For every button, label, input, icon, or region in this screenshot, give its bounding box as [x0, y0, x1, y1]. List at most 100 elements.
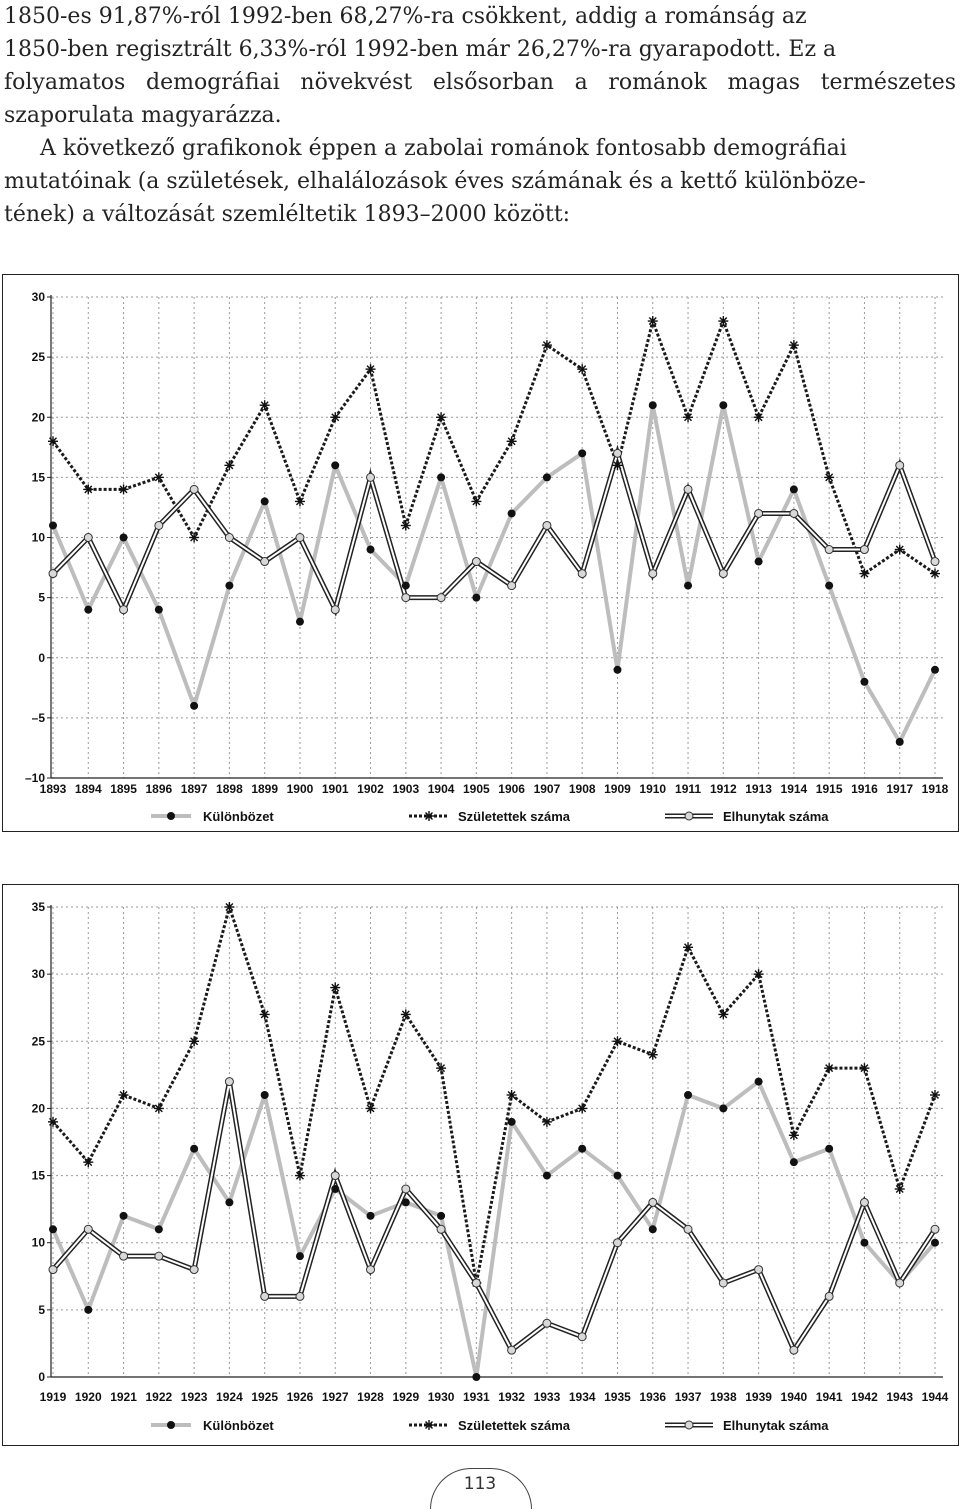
x-tick-label: 1942	[851, 1390, 878, 1404]
point-szuletettek	[259, 1009, 270, 1020]
y-tick-label: 35	[32, 900, 46, 914]
point-elhunytak	[83, 533, 93, 542]
point-elhunytak	[859, 1197, 869, 1207]
point-kulonbozet	[931, 1238, 939, 1247]
point-szuletettek	[577, 364, 588, 375]
point-elhunytak	[224, 1077, 234, 1087]
point-szuletettek	[118, 484, 129, 495]
point-elhunytak	[189, 1265, 199, 1275]
y-tick-label: 5	[38, 591, 45, 605]
point-kulonbozet	[472, 1373, 481, 1381]
point-kulonbozet	[895, 737, 904, 746]
point-kulonbozet	[578, 449, 587, 458]
point-elhunytak	[471, 1278, 481, 1288]
legend-marker-kulonbozet	[167, 812, 175, 820]
point-kulonbozet	[366, 545, 375, 554]
point-szuletettek	[48, 436, 58, 447]
point-elhunytak	[824, 1291, 834, 1301]
point-szuletettek	[189, 1036, 200, 1047]
x-tick-label: 1930	[428, 1390, 455, 1404]
series-line-elhunytak-outer	[51, 444, 938, 617]
point-kulonbozet	[860, 677, 869, 686]
point-szuletettek	[894, 1184, 905, 1194]
x-tick-label: 1928	[357, 1390, 384, 1404]
x-tick-label: 1899	[251, 782, 278, 796]
x-tick-label: 1943	[886, 1390, 913, 1404]
point-kulonbozet	[719, 1104, 728, 1113]
point-kulonbozet	[648, 1225, 657, 1234]
x-tick-label: 1894	[75, 782, 102, 796]
point-szuletettek	[118, 1090, 129, 1100]
y-tick-label: 10	[32, 1236, 46, 1250]
x-tick-label: 1934	[569, 1390, 596, 1404]
point-elhunytak	[507, 581, 517, 591]
point-elhunytak	[83, 1224, 93, 1234]
x-tick-label: 1940	[781, 1390, 808, 1404]
point-elhunytak	[612, 1238, 622, 1248]
y-tick-label: 20	[32, 410, 46, 424]
point-szuletettek	[83, 484, 94, 495]
x-tick-label: 1908	[569, 782, 596, 796]
x-tick-label: 1921	[110, 1390, 137, 1404]
point-elhunytak	[330, 1171, 340, 1181]
legend-marker-elhunytak	[684, 1420, 694, 1430]
x-tick-label: 1932	[498, 1390, 525, 1404]
point-szuletettek	[400, 1009, 411, 1020]
point-elhunytak	[189, 484, 199, 494]
point-elhunytak	[471, 557, 481, 567]
text-line-7: tének) a változását szemléltetik 1893–20…	[4, 202, 571, 227]
point-szuletettek	[541, 340, 552, 351]
x-tick-label: 1912	[710, 782, 737, 796]
x-tick-label: 1922	[145, 1390, 172, 1404]
point-szuletettek	[859, 568, 870, 579]
chart-2: 35 30 25 20 15 10 5 0 1919 1920 1921 1922 1923 1924 19…	[32, 900, 949, 1433]
x-tick-label: 1933	[534, 1390, 561, 1404]
text-line-1: 1850-es 91,87%-ról 1992-ben 68,27%-ra cs…	[4, 4, 807, 29]
legend-marker-elhunytak	[684, 811, 694, 821]
x-tick-label: 1939	[745, 1390, 772, 1404]
point-elhunytak	[119, 605, 129, 615]
point-szuletettek	[436, 412, 447, 423]
point-kulonbozet	[754, 1077, 763, 1086]
legend-label-elhunytak: Elhunytak száma	[723, 809, 829, 824]
point-kulonbozet	[613, 665, 622, 674]
legend-marker-kulonbozet	[167, 1421, 175, 1429]
series-line-kulonbozet	[51, 1079, 937, 1379]
point-elhunytak	[260, 1291, 270, 1301]
x-tick-label: 1903	[392, 782, 419, 796]
point-szuletettek	[259, 400, 270, 411]
point-szuletettek	[294, 496, 305, 507]
legend-label-kulonbozet: Különbözet	[203, 1418, 274, 1433]
point-elhunytak	[401, 593, 411, 603]
point-elhunytak	[683, 484, 693, 494]
point-szuletettek	[365, 1103, 376, 1114]
point-szuletettek	[541, 1116, 552, 1127]
y-tick-label: 0	[38, 651, 45, 665]
x-tick-label: 1929	[392, 1390, 419, 1404]
point-szuletettek	[930, 568, 940, 579]
x-tick-label: 1931	[463, 1390, 490, 1404]
point-szuletettek	[48, 1116, 58, 1127]
point-kulonbozet	[154, 1225, 163, 1234]
point-elhunytak	[648, 1197, 658, 1207]
x-tick-label: 1909	[604, 782, 631, 796]
point-szuletettek	[189, 532, 200, 543]
x-tick-label: 1898	[216, 782, 243, 796]
point-kulonbozet	[331, 461, 340, 470]
point-szuletettek	[294, 1170, 305, 1181]
x-tick-label: 1935	[604, 1390, 631, 1404]
point-kulonbozet	[49, 521, 57, 530]
point-kulonbozet	[931, 665, 939, 674]
legend: Különbözet Születettek száma Elhunytak szá…	[151, 809, 829, 824]
point-kulonbozet	[754, 557, 763, 566]
point-szuletettek	[824, 472, 835, 483]
grid	[47, 296, 943, 779]
point-szuletettek	[612, 460, 623, 471]
text-line-2: 1850-ben regisztrált 6,33%-ról 1992-ben …	[4, 37, 837, 62]
y-tick-label: 10	[32, 531, 46, 545]
x-tick-label: 1919	[40, 1390, 67, 1404]
x-tick-label: 1944	[922, 1390, 949, 1404]
point-elhunytak	[542, 1318, 552, 1328]
point-kulonbozet	[437, 473, 446, 482]
